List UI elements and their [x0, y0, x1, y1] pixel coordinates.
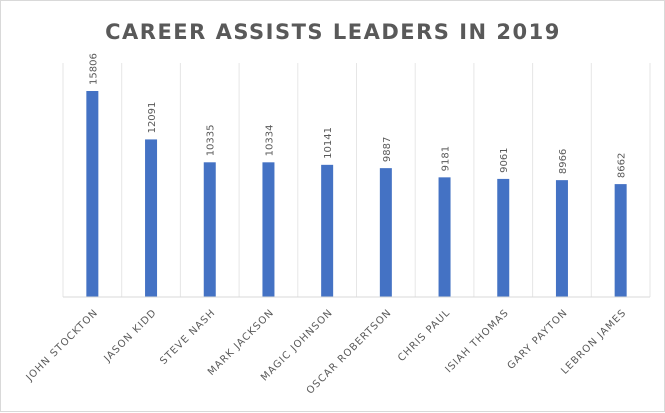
category-label: JASON KIDD: [102, 307, 160, 365]
data-labels: 15806 12091 10335 10334 10141 9887 9181 9061 896…: [88, 53, 627, 178]
data-label: 10335: [206, 124, 217, 156]
data-label: 10141: [323, 127, 334, 159]
category-label: MARK JACKSON: [206, 307, 277, 378]
data-label: 10334: [264, 125, 275, 157]
bar: [203, 162, 216, 297]
bar-series: [86, 91, 627, 297]
bar: [614, 184, 627, 297]
data-label: 12091: [147, 102, 158, 134]
bar: [145, 139, 158, 297]
data-label: 9181: [441, 146, 452, 171]
category-label: CHRIS PAUL: [396, 307, 453, 364]
gridlines: [62, 63, 651, 297]
bar: [262, 162, 275, 297]
bar: [86, 91, 99, 297]
data-label: 9887: [382, 137, 393, 162]
bar: [438, 177, 451, 297]
bar: [497, 178, 510, 297]
category-label: GARY PAYTON: [506, 307, 571, 372]
data-label: 15806: [88, 53, 99, 85]
category-label: JOHN STOCKTON: [24, 307, 101, 384]
bar: [321, 164, 334, 297]
data-label: 8966: [558, 149, 569, 174]
data-label: 9061: [499, 147, 510, 172]
category-label: STEVE NASH: [158, 307, 218, 367]
data-label: 8662: [617, 153, 628, 178]
bar: [555, 180, 568, 297]
bar: [379, 168, 392, 297]
category-label: LEBRON JAMES: [559, 307, 628, 376]
category-label: ISIAH THOMAS: [443, 307, 511, 375]
chart-title: CAREER ASSISTS LEADERS IN 2019: [105, 20, 561, 44]
